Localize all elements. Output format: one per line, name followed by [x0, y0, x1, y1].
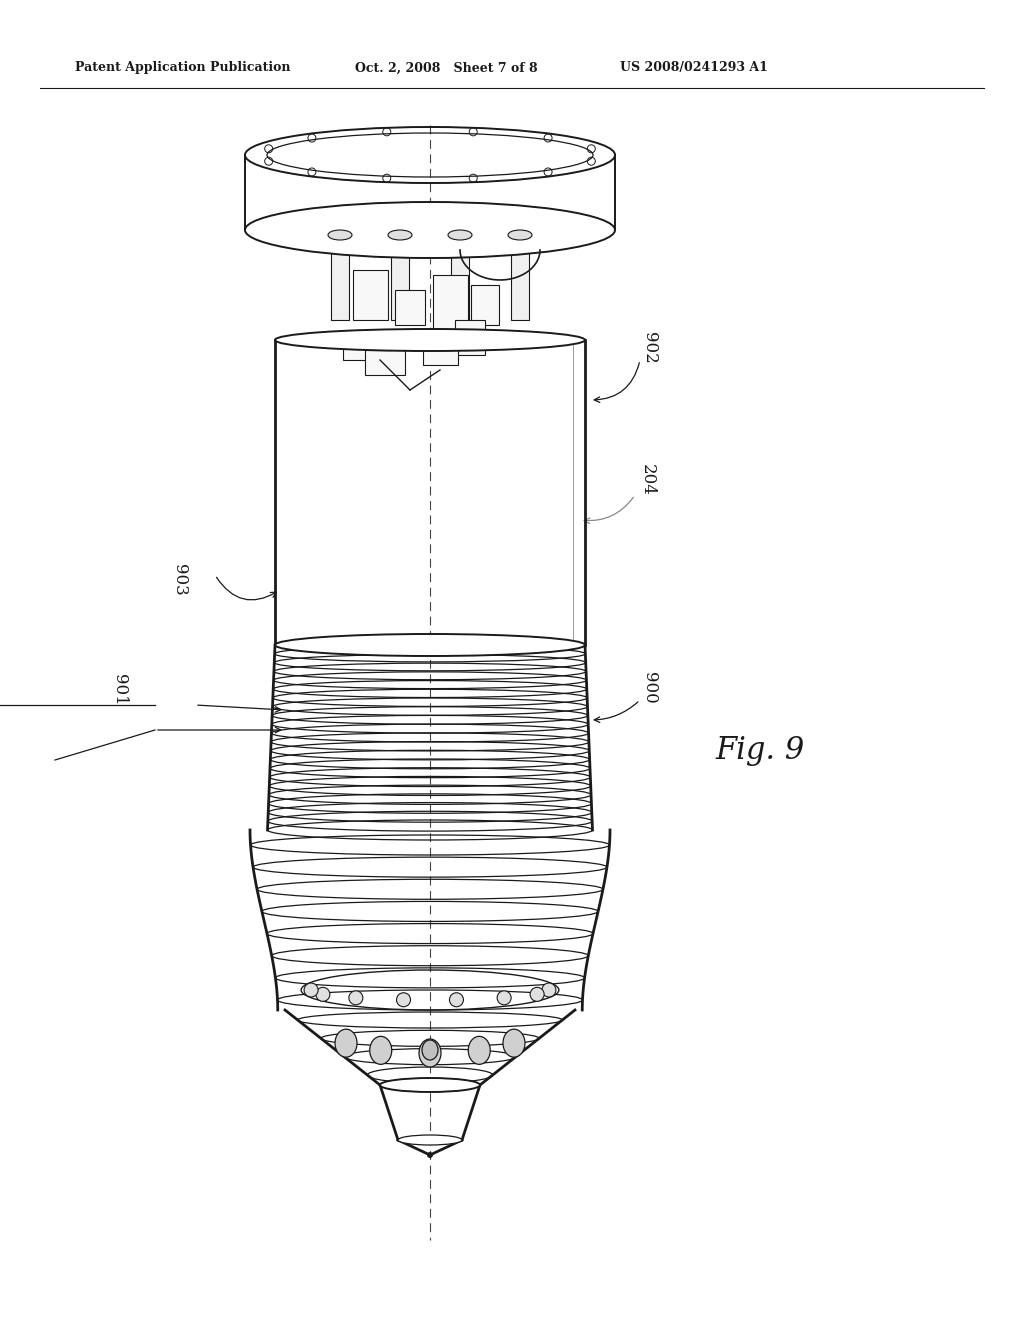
Text: 900: 900	[641, 672, 658, 704]
Bar	[365, 350, 406, 375]
Text: 204: 204	[639, 465, 655, 496]
Ellipse shape	[419, 1039, 441, 1067]
Circle shape	[427, 1152, 433, 1158]
Text: US 2008/0241293 A1: US 2008/0241293 A1	[620, 62, 768, 74]
Bar	[353, 271, 388, 319]
Bar	[451, 235, 469, 319]
Ellipse shape	[398, 1135, 462, 1144]
Ellipse shape	[275, 329, 585, 351]
Circle shape	[349, 991, 362, 1005]
Ellipse shape	[468, 1036, 490, 1064]
Circle shape	[542, 983, 556, 997]
Circle shape	[497, 991, 511, 1005]
Ellipse shape	[275, 634, 585, 656]
Ellipse shape	[370, 1036, 392, 1064]
Text: 901: 901	[112, 675, 128, 706]
Ellipse shape	[328, 230, 352, 240]
Bar	[455, 319, 485, 355]
Text: Fig. 9: Fig. 9	[716, 734, 805, 766]
Text: Oct. 2, 2008   Sheet 7 of 8: Oct. 2, 2008 Sheet 7 of 8	[355, 62, 538, 74]
Ellipse shape	[449, 230, 472, 240]
Ellipse shape	[335, 1030, 357, 1057]
Ellipse shape	[503, 1030, 525, 1057]
Ellipse shape	[245, 202, 615, 257]
Bar	[471, 285, 499, 325]
Bar	[511, 235, 529, 319]
Circle shape	[304, 983, 318, 997]
Bar	[423, 335, 458, 366]
Circle shape	[396, 993, 411, 1007]
Bar	[395, 290, 425, 325]
Circle shape	[450, 993, 464, 1007]
Bar	[331, 235, 349, 319]
Circle shape	[530, 987, 544, 1002]
Ellipse shape	[422, 1040, 438, 1060]
Ellipse shape	[508, 230, 532, 240]
Text: 902: 902	[641, 333, 658, 364]
Bar	[343, 330, 368, 360]
Circle shape	[315, 987, 330, 1002]
Bar	[391, 235, 409, 319]
Text: Patent Application Publication: Patent Application Publication	[75, 62, 291, 74]
Ellipse shape	[388, 230, 412, 240]
Ellipse shape	[380, 1078, 480, 1092]
Bar	[433, 275, 468, 330]
Text: 903: 903	[171, 564, 188, 595]
